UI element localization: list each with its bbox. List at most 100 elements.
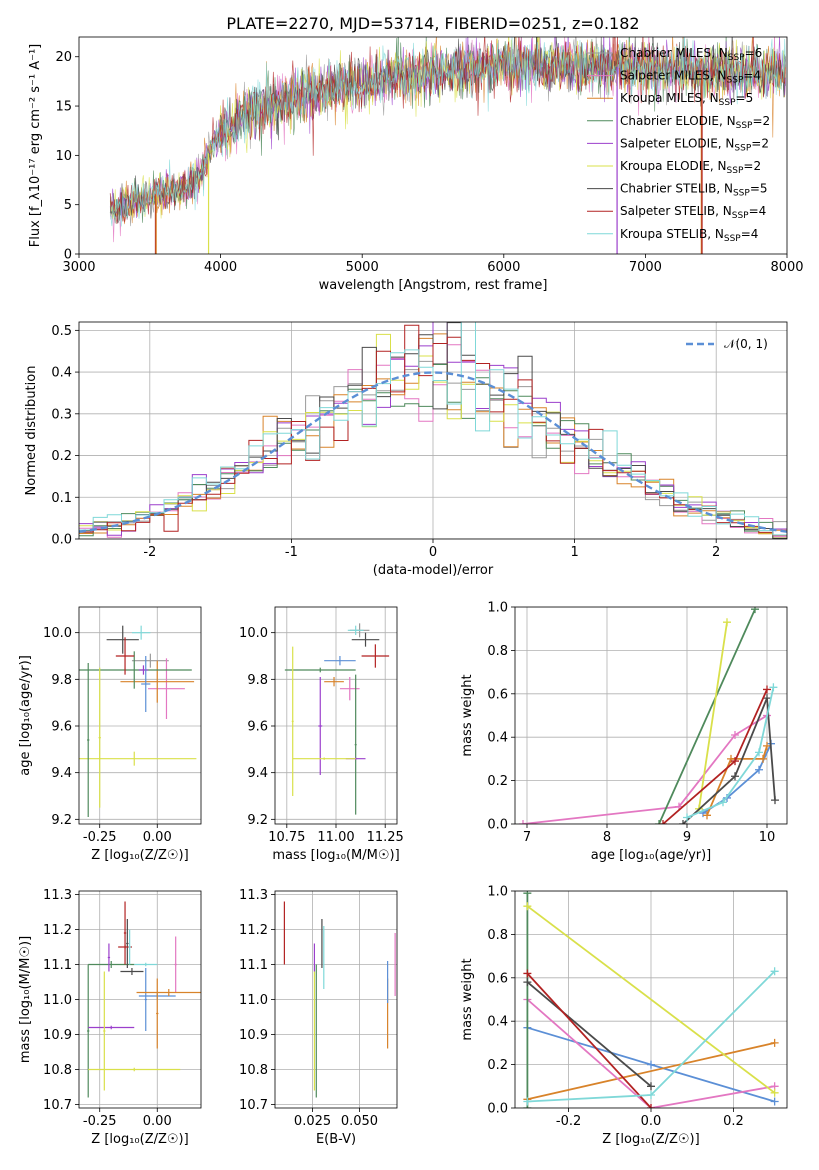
legend-sub: SSP [732, 211, 749, 221]
weight-marker-kroupa_miles [703, 811, 711, 820]
y-tick-label: 11.0 [43, 993, 72, 1008]
y-tick-label: 11.3 [239, 888, 268, 903]
weight-marker-kroupa_miles [759, 754, 767, 763]
panel-mass_vs_EBV: 0.025 0.050 10.7 10.8 10.9 11.0 11.1 11.2 11.3 E(… [239, 888, 398, 1147]
legend-sub: SSP [736, 121, 753, 131]
y-tick-label: 10.9 [239, 1028, 268, 1043]
y-tick-label: 0.1 [51, 491, 72, 506]
x-tick-label: 0.050 [341, 1114, 378, 1129]
weight-marker-chabrier_elodie [751, 607, 759, 614]
normal-curve [79, 371, 787, 533]
x-axis-label: wavelength [Angstrom, rest frame] [319, 278, 548, 293]
y-tick-label: 11.2 [43, 923, 72, 938]
weight-marker-kroupa_stelib [683, 813, 691, 822]
y-axis-label: mass weight [460, 674, 475, 756]
weight-marker-chabrier_stelib [763, 694, 771, 703]
y-axis-label: Normed distribution [24, 366, 39, 496]
y-tick-label: 0.8 [487, 928, 508, 943]
weight-marker-salpeter_stelib [763, 685, 771, 694]
x-tick-label: 0.025 [294, 1114, 331, 1129]
weight-marker-chabrier_stelib [679, 820, 687, 824]
legend-label-chabrier_miles: Chabrier MILES, NSSP=6 [620, 46, 762, 63]
x-axis-label: (data-model)/error [373, 563, 494, 578]
x-axis-label: Z [log₁₀(Z/Z☉)] [602, 1132, 699, 1147]
y-tick-label: 20 [55, 50, 72, 65]
weight-line-kroupa_stelib [686, 687, 775, 819]
weight-marker-kroupa_stelib [523, 1097, 532, 1106]
x-tick-label: 8 [603, 830, 611, 845]
y-tick-label: 15 [55, 100, 72, 115]
y-tick-label: 10.8 [239, 1063, 268, 1078]
y-tick-label: 0 [64, 248, 72, 263]
legend-suffix: =2 [752, 114, 770, 128]
legend-prefix: Salpeter MILES, N [620, 69, 727, 83]
y-tick-label: 0.0 [51, 533, 72, 548]
y-axis-label: mass weight [460, 958, 475, 1040]
weight-marker-kroupa_elodie [723, 618, 731, 627]
histogram-step-salpeter_elodie [79, 322, 787, 536]
legend-label-salpeter_elodie: Salpeter ELODIE, NSSP=2 [620, 136, 769, 153]
legend-prefix: Salpeter STELIB, N [620, 204, 732, 218]
x-axis-label: age [log₁₀(age/yr)] [591, 848, 712, 863]
weight-marker-kroupa_stelib [647, 1090, 655, 1099]
y-tick-label: 0.0 [487, 1102, 508, 1117]
axes-frame [274, 606, 398, 825]
plot-area [515, 607, 787, 824]
x-tick-label: 0.0 [641, 1114, 662, 1129]
histogram-step-salpeter_stelib [79, 324, 787, 536]
legend-suffix: =5 [736, 91, 754, 105]
x-tick-label: 1 [570, 545, 578, 560]
axes-frame [78, 890, 202, 1109]
y-tick-label: 11.1 [239, 958, 268, 973]
weight-line-chabrier_elodie [658, 608, 756, 824]
x-axis-label: E(B-V) [316, 1132, 356, 1147]
y-tick-label: 0.2 [51, 449, 72, 464]
x-tick-label: 0.00 [143, 1114, 172, 1129]
x-tick-label: 0.2 [723, 1114, 744, 1129]
weight-marker-normal_blue [755, 765, 763, 774]
legend-sub: SSP [727, 76, 744, 86]
y-tick-label: 10.7 [43, 1098, 72, 1113]
plot-area [515, 891, 787, 1108]
weight-line-chabrier_stelib [682, 697, 776, 824]
x-tick-label: 6000 [487, 260, 520, 275]
y-tick-label: 11.3 [43, 888, 72, 903]
panel-residuals: -2 -1 0 1 2 0.0 0.1 0.2 0.3 0.4 0.5 (data-model)/er… [24, 321, 788, 578]
x-tick-label: -2 [143, 545, 156, 560]
legend-sub: SSP [734, 143, 751, 153]
panel-weight_vs_age: 7 8 9 10 0.0 0.2 0.4 0.6 0.8 1.0 age [log₁₀(age/yr… [460, 601, 788, 863]
y-tick-label: 0.5 [51, 324, 72, 339]
legend-label-normal: 𝒩(0, 1) [724, 337, 768, 351]
legend-suffix: =4 [741, 227, 759, 241]
legend-label-kroupa_miles: Kroupa MILES, NSSP=5 [620, 91, 753, 108]
axes-frame [78, 36, 788, 255]
x-tick-label: 8000 [770, 260, 803, 275]
x-tick-label: 0.00 [143, 830, 172, 845]
weight-marker-kroupa_stelib [769, 683, 778, 692]
legend-sub: SSP [733, 189, 750, 199]
x-tick-label: 7000 [629, 260, 662, 275]
legend-suffix: =2 [743, 159, 761, 173]
weight-line-salpeter_miles [522, 714, 768, 824]
y-tick-label: 0.0 [487, 818, 508, 833]
x-tick-label: -0.25 [83, 1114, 117, 1129]
y-tick-label: 11.2 [239, 923, 268, 938]
axes-frame [78, 606, 202, 825]
y-tick-label: 11.0 [239, 993, 268, 1008]
y-axis-label: age [log₁₀(age/yr)] [18, 655, 33, 776]
legend-prefix: Kroupa STELIB, N [620, 227, 724, 241]
legend-label-salpeter_stelib: Salpeter STELIB, NSSP=4 [620, 204, 766, 221]
y-tick-label: 5 [64, 198, 72, 213]
weight-line-salpeter_stelib [526, 972, 652, 1108]
legend-prefix: Chabrier MILES, N [620, 46, 728, 60]
weight-marker-chabrier_stelib [523, 978, 532, 987]
x-tick-label: 3000 [62, 260, 95, 275]
x-axis-label: Z [log₁₀(Z/Z☉)] [91, 1132, 188, 1147]
legend-label-salpeter_miles: Salpeter MILES, NSSP=4 [620, 69, 761, 86]
weight-marker-chabrier_stelib [647, 1082, 655, 1091]
x-tick-label: 11.25 [367, 830, 404, 845]
axes-frame [78, 321, 788, 540]
legend-prefix: Kroupa ELODIE, N [620, 159, 727, 173]
weight-line-kroupa_elodie [526, 905, 776, 1094]
